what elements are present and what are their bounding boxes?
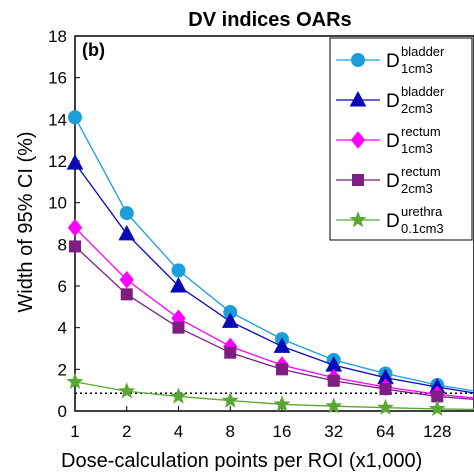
data-point — [66, 154, 84, 170]
data-point — [118, 224, 136, 241]
data-point — [68, 110, 82, 125]
legend-superscript: rectum — [401, 124, 441, 139]
data-point — [69, 240, 81, 253]
y-tick-label: 18 — [48, 27, 67, 46]
legend-marker — [349, 90, 367, 107]
y-tick-label: 16 — [48, 69, 67, 88]
legend-superscript: rectum — [401, 164, 441, 179]
data-point — [224, 346, 237, 359]
data-point — [172, 321, 185, 334]
y-tick-label: 10 — [48, 194, 67, 213]
legend-subscript: 2cm3 — [401, 101, 433, 116]
legend-superscript: bladder — [401, 44, 445, 59]
data-point — [66, 372, 84, 390]
data-point — [170, 276, 187, 293]
legend-subscript: 1cm3 — [401, 141, 433, 156]
data-point — [120, 288, 133, 301]
legend-label: D — [386, 91, 400, 112]
legend-marker — [349, 211, 367, 228]
y-tick-label: 14 — [48, 110, 67, 129]
legend-label: D — [386, 171, 400, 192]
x-axis-title: Dose-calculation points per ROI (x1,000) — [61, 450, 422, 472]
x-tick-label: 4 — [174, 422, 183, 441]
panel-label: (b) — [82, 40, 105, 60]
data-point — [325, 397, 343, 414]
y-tick-label: 0 — [58, 402, 67, 421]
series-urethra-0.1cm3 — [66, 372, 474, 417]
x-tick-label: 32 — [324, 422, 343, 441]
data-point — [171, 263, 186, 278]
data-point — [377, 398, 394, 415]
data-point — [118, 382, 136, 399]
data-point — [119, 270, 134, 289]
legend-subscript: 2cm3 — [401, 181, 433, 196]
x-tick-label: 128 — [423, 422, 451, 441]
legend-label: D — [386, 131, 400, 152]
y-axis-ticks: 0 2 4 6 8 10 12 14 16 18 — [48, 27, 80, 421]
legend-superscript: urethra — [401, 204, 443, 219]
series-layer — [66, 110, 474, 417]
legend-label: D — [386, 51, 400, 72]
legend-marker — [352, 174, 364, 186]
series-line — [74, 245, 474, 401]
chart-title: DV indices OARs — [188, 9, 351, 31]
y-tick-label: 6 — [58, 277, 67, 296]
data-point — [221, 312, 239, 328]
data-point — [273, 337, 291, 353]
data-point — [379, 383, 392, 396]
legend-label: D — [386, 211, 400, 232]
y-tick-label: 8 — [58, 235, 67, 254]
data-point — [428, 400, 446, 417]
x-tick-label: 2 — [122, 422, 131, 441]
legend-marker — [350, 131, 366, 149]
x-tick-label: 1 — [70, 422, 79, 441]
data-point — [273, 395, 291, 412]
data-point — [119, 206, 134, 221]
legend-marker — [351, 53, 365, 67]
data-point — [276, 363, 288, 376]
y-tick-label: 2 — [58, 360, 67, 379]
legend-subscript: 0.1cm3 — [401, 221, 444, 236]
series-rectum-2cm3 — [69, 240, 474, 403]
y-axis-title: Width of 95% CI (%) — [15, 131, 37, 312]
data-point — [221, 391, 239, 408]
y-tick-label: 4 — [58, 319, 67, 338]
x-tick-label: 64 — [376, 422, 395, 441]
y-tick-label: 12 — [48, 152, 67, 171]
series-line — [74, 227, 474, 399]
legend-subscript: 1cm3 — [401, 61, 433, 76]
x-tick-label: 16 — [273, 422, 292, 441]
data-point — [327, 374, 340, 387]
legend-superscript: bladder — [401, 84, 445, 99]
series-line — [74, 381, 474, 411]
data-point — [67, 218, 83, 237]
data-point — [170, 387, 187, 404]
x-tick-label: 8 — [226, 422, 235, 441]
x-axis-ticks: 1248163264128256 — [70, 406, 451, 441]
